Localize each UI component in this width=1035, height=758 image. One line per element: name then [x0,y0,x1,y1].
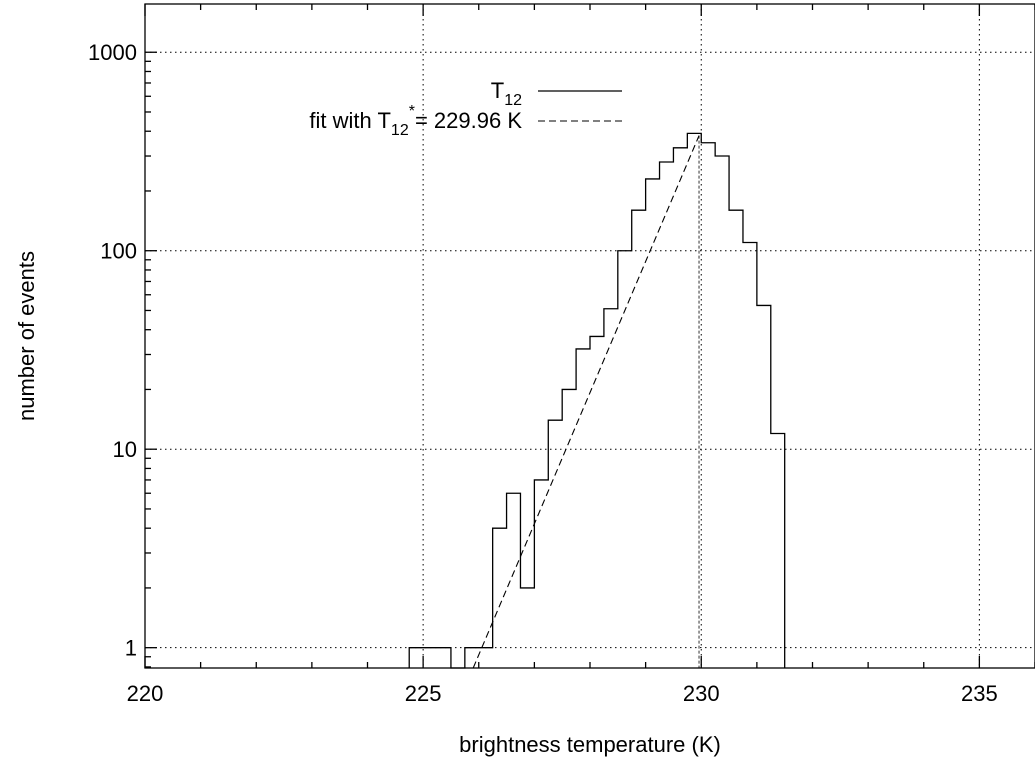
legend-label-fit-value: = 229.96 K [415,108,522,133]
legend-label-t12-sub: 12 [504,92,522,109]
grid-lines [145,4,1035,668]
legend-label-t12-main: T [491,78,504,103]
y-tick-label: 1 [125,636,137,661]
x-tick-label: 230 [683,681,720,706]
legend-label-fit-main: fit with T [309,108,391,133]
legend-label-t12: T12 [491,78,522,109]
series-fit-line [472,135,700,669]
legend-label-fit-sup: * [409,103,415,120]
x-tick-label: 235 [961,681,998,706]
tick-labels: 220 225 230 235 1 10 100 1000 [88,40,998,706]
legend: T12 fit with T12*= 229.96 K [309,78,622,139]
y-tick-label: 100 [100,239,137,264]
x-axis-title: brightness temperature (K) [459,732,721,757]
legend-label-fit-sub: 12 [391,122,409,139]
x-tick-label: 220 [127,681,164,706]
axis-ticks [144,4,1035,668]
y-axis-title: number of events [14,251,39,421]
x-tick-label: 225 [405,681,442,706]
y-tick-label: 1000 [88,40,137,65]
y-tick-label: 10 [113,437,137,462]
series-t12-histogram [408,132,786,669]
legend-label-fit: fit with T12*= 229.96 K [309,103,522,139]
